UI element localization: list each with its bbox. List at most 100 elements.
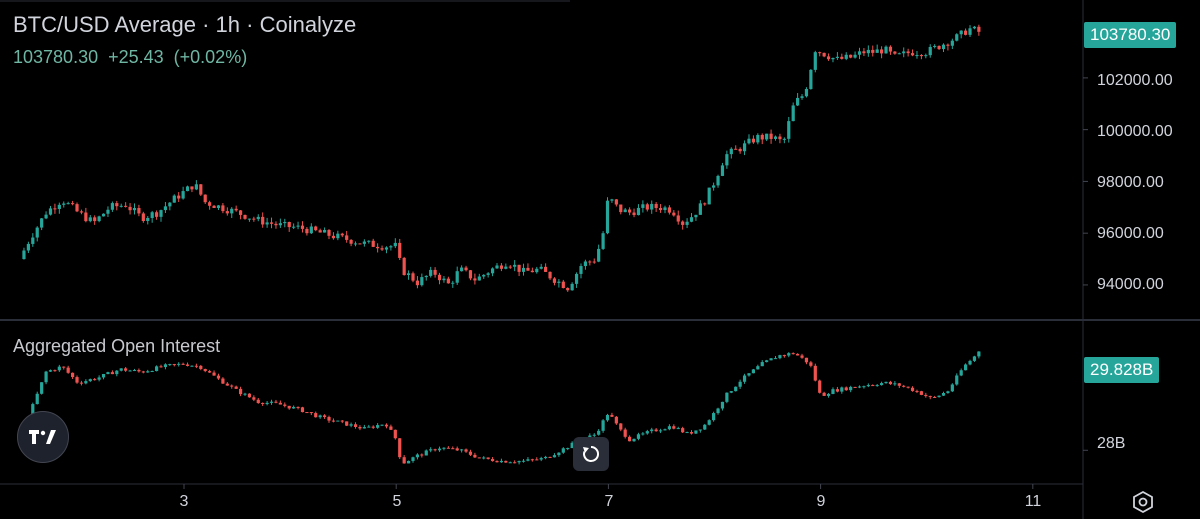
reset-chart-icon[interactable] bbox=[573, 437, 609, 471]
candle-body bbox=[614, 199, 618, 205]
candle-body bbox=[893, 51, 897, 54]
candle-body bbox=[415, 280, 420, 286]
candle-body bbox=[495, 265, 499, 269]
candle-body bbox=[181, 363, 185, 365]
candle-body bbox=[225, 211, 229, 214]
candle-body bbox=[893, 383, 897, 385]
time-axis-label: 7 bbox=[604, 493, 614, 510]
candle-body bbox=[968, 360, 972, 365]
candle-body bbox=[331, 235, 336, 239]
candle-body bbox=[336, 420, 340, 422]
candle-body bbox=[880, 383, 884, 386]
candle-body bbox=[676, 215, 680, 222]
candle-body bbox=[464, 449, 468, 452]
candle-body bbox=[592, 434, 596, 436]
candle-body bbox=[48, 208, 53, 215]
candle-body bbox=[141, 213, 145, 222]
candle-body bbox=[844, 54, 848, 59]
candle-body bbox=[712, 413, 716, 421]
candle-body bbox=[442, 278, 446, 281]
candle-body bbox=[110, 372, 114, 375]
candle-body bbox=[345, 421, 349, 426]
candle-body bbox=[305, 412, 309, 414]
candle-body bbox=[477, 276, 481, 281]
candle-body bbox=[959, 370, 963, 376]
candle-body bbox=[641, 204, 645, 208]
time-axis-label: 5 bbox=[392, 493, 402, 510]
candle-body bbox=[119, 368, 123, 371]
candle-body bbox=[124, 368, 128, 371]
price-axis-label: 98000.00 bbox=[1097, 174, 1164, 191]
price-axis-label: 96000.00 bbox=[1097, 225, 1164, 242]
candle-body bbox=[389, 426, 393, 430]
candle-body bbox=[181, 191, 185, 199]
candle-body bbox=[265, 222, 269, 225]
candle-body bbox=[402, 457, 406, 464]
candle-body bbox=[393, 242, 397, 247]
candle-body bbox=[296, 225, 300, 227]
candle-body bbox=[800, 355, 804, 358]
candle-body bbox=[849, 386, 853, 391]
price-axis-label: 102000.00 bbox=[1097, 72, 1173, 89]
candle-body bbox=[429, 449, 433, 451]
candle-body bbox=[119, 205, 123, 207]
candle-body bbox=[163, 206, 168, 211]
candle-body bbox=[888, 381, 893, 385]
candle-body bbox=[300, 407, 305, 413]
candle-body bbox=[875, 49, 879, 53]
candle-body bbox=[698, 203, 702, 215]
candle-body bbox=[782, 355, 786, 357]
candle-body bbox=[194, 184, 198, 190]
candle-body bbox=[765, 133, 769, 140]
candle-body bbox=[446, 278, 450, 284]
candle-body bbox=[694, 214, 698, 218]
candle-body bbox=[875, 385, 879, 387]
candle-body bbox=[146, 371, 150, 373]
candle-body bbox=[526, 459, 530, 461]
candle-body bbox=[380, 424, 384, 426]
candle-body bbox=[274, 223, 278, 226]
candle-body bbox=[654, 203, 658, 209]
candle-body bbox=[950, 40, 954, 46]
candle-body bbox=[778, 355, 782, 359]
candle-body bbox=[433, 449, 437, 451]
candle-body bbox=[35, 393, 39, 405]
candle-body bbox=[605, 414, 610, 421]
candle-body bbox=[628, 436, 632, 442]
candle-body bbox=[168, 364, 172, 366]
open-interest-title: Aggregated Open Interest bbox=[13, 336, 221, 356]
candle-body bbox=[309, 412, 313, 414]
candle-body bbox=[623, 429, 627, 437]
candle-body bbox=[318, 230, 322, 233]
candle-body bbox=[429, 269, 433, 276]
candle-body bbox=[517, 264, 521, 272]
candle-body bbox=[544, 456, 548, 459]
candle-body bbox=[681, 428, 685, 433]
candle-body bbox=[190, 365, 194, 367]
candle-body bbox=[402, 257, 406, 275]
open-interest-badge: 29.828B bbox=[1084, 357, 1160, 383]
candle-body bbox=[398, 438, 402, 458]
candle-body bbox=[305, 228, 309, 234]
candle-body bbox=[809, 69, 813, 89]
candle-body bbox=[725, 392, 729, 402]
candle-body bbox=[137, 370, 141, 372]
candle-body bbox=[588, 261, 592, 263]
tradingview-logo-icon[interactable] bbox=[17, 411, 69, 463]
candle-body bbox=[141, 371, 145, 373]
candle-body bbox=[389, 246, 393, 248]
candle-body bbox=[420, 454, 424, 456]
candle-body bbox=[946, 44, 950, 46]
candle-body bbox=[340, 233, 344, 236]
candle-body bbox=[75, 204, 79, 212]
candle-body bbox=[787, 121, 791, 139]
candle-body bbox=[499, 265, 504, 269]
candle-body bbox=[287, 222, 291, 228]
candle-body bbox=[322, 415, 327, 417]
settings-hexagon-icon[interactable] bbox=[1128, 488, 1158, 516]
candle-body bbox=[910, 53, 915, 56]
candle-body bbox=[124, 205, 128, 207]
candle-body bbox=[915, 390, 919, 392]
candle-body bbox=[941, 44, 946, 50]
